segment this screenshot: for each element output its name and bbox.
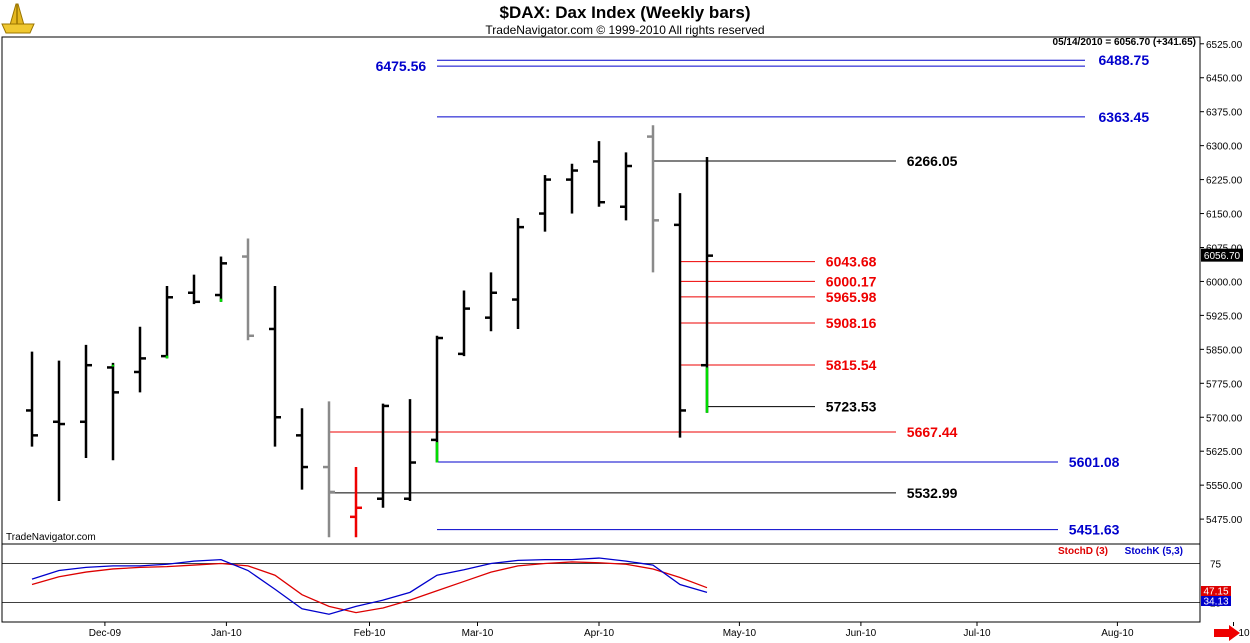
ohlc-bar xyxy=(593,141,605,207)
ohlc-bar xyxy=(377,403,389,508)
x-tick-label: Aug-10 xyxy=(1101,628,1134,639)
stoch-value-tag xyxy=(1201,586,1231,596)
level-label: 5723.53 xyxy=(826,399,877,415)
ohlc-bar xyxy=(566,163,578,214)
chart-title: $DAX: Dax Index (Weekly bars) xyxy=(500,3,751,22)
y-tick-label: 5925.00 xyxy=(1206,311,1243,322)
legend-stochk: StochK (5,3) xyxy=(1125,546,1183,557)
ohlc-bar xyxy=(134,326,146,393)
ohlc-bar xyxy=(620,152,632,221)
level-label: 5532.99 xyxy=(907,485,958,501)
y-tick-label: 5550.00 xyxy=(1206,481,1243,492)
trade-navigator-logo-icon[interactable] xyxy=(1,3,35,34)
ohlc-bar xyxy=(458,290,470,357)
x-tick-label: Feb-10 xyxy=(354,628,386,639)
level-label: 6475.56 xyxy=(376,58,427,74)
ohlc-bar xyxy=(269,285,281,447)
stoch-series-line xyxy=(31,557,708,615)
watermark: TradeNavigator.com xyxy=(6,532,96,543)
stoch-value-text: 34.13 xyxy=(1203,597,1228,608)
level-label: 6000.17 xyxy=(826,273,877,289)
y-tick-label: 6300.00 xyxy=(1206,142,1243,153)
y-tick-label: 5700.00 xyxy=(1206,413,1243,424)
last-quote: 05/14/2010 = 6056.70 (+341.65) xyxy=(1053,37,1196,48)
level-lines: 6488.75 6475.56 6363.45 6266.05 6043.68 6000.… xyxy=(329,52,1150,538)
y-tick-label: 6225.00 xyxy=(1206,176,1243,187)
level-label: 6488.75 xyxy=(1099,52,1150,68)
y-tick-label: 6450.00 xyxy=(1206,74,1243,85)
x-axis-ticks: Dec-09 Jan-10 Feb-10 Mar-10 Apr-10 May-10 Jun-… xyxy=(89,622,1250,639)
ohlc-bar xyxy=(539,175,551,232)
level-label: 5815.54 xyxy=(826,357,877,373)
y-axis-ticks: 6525.00 6450.00 6375.00 6300.00 6225.00 6150.… xyxy=(2,40,1243,610)
main-plot-frame xyxy=(1,36,1201,545)
x-tick-label: Mar-10 xyxy=(462,628,494,639)
price-bars xyxy=(26,125,713,538)
x-tick-label: May-10 xyxy=(723,628,757,639)
ohlc-bar xyxy=(188,274,200,305)
x-tick-label: Apr-10 xyxy=(584,628,614,639)
indicator-plot-frame xyxy=(1,543,1201,623)
ohlc-bar xyxy=(26,351,38,447)
ohlc-bar xyxy=(404,399,416,501)
chart-copyright: TradeNavigator.com © 1999-2010 All right… xyxy=(485,23,764,37)
stoch-series-line xyxy=(31,561,708,614)
stoch-y-tick-label: 75 xyxy=(1210,560,1222,571)
last-price-text: 6056.70 xyxy=(1204,251,1241,262)
y-tick-label: 6525.00 xyxy=(1206,40,1243,51)
y-tick-label: 5775.00 xyxy=(1206,379,1243,390)
last-price-tag: 6056.70 xyxy=(1201,248,1243,262)
y-tick-label: 5475.00 xyxy=(1206,515,1243,526)
level-label: 5451.63 xyxy=(1069,522,1120,538)
y-tick-label: 5850.00 xyxy=(1206,345,1243,356)
y-tick-label: 6150.00 xyxy=(1206,210,1243,221)
x-tick-label: Dec-09 xyxy=(89,628,122,639)
y-tick-label: 5625.00 xyxy=(1206,447,1243,458)
level-label: 6363.45 xyxy=(1099,109,1150,125)
ohlc-bar xyxy=(323,401,335,538)
ohlc-bar xyxy=(161,285,173,359)
ohlc-bar xyxy=(215,256,227,302)
ohlc-bar xyxy=(431,335,443,463)
level-label: 5667.44 xyxy=(907,424,958,440)
ohlc-bar xyxy=(350,467,362,538)
ohlc-bar xyxy=(674,193,686,438)
level-label: 5965.98 xyxy=(826,289,877,305)
level-label: 5601.08 xyxy=(1069,454,1120,470)
level-label: 5908.16 xyxy=(826,315,877,331)
ohlc-bar xyxy=(53,360,65,501)
y-tick-label: 6375.00 xyxy=(1206,108,1243,119)
stoch-value-text: 47.15 xyxy=(1203,587,1228,598)
x-tick-label: Jun-10 xyxy=(846,628,877,639)
ohlc-bar xyxy=(80,344,92,458)
stoch-value-tag xyxy=(1201,596,1231,606)
level-label: 6043.68 xyxy=(826,254,877,270)
x-tick-label: Jul-10 xyxy=(963,628,991,639)
x-tick-label: Jan-10 xyxy=(211,628,242,639)
y-tick-label: 6000.00 xyxy=(1206,277,1243,288)
right-arrow-icon[interactable] xyxy=(1214,625,1240,641)
ohlc-bar xyxy=(485,272,497,332)
ohlc-bar xyxy=(107,362,119,461)
ohlc-bar xyxy=(512,218,524,329)
level-label: 6266.05 xyxy=(907,153,958,169)
ohlc-bar xyxy=(242,238,254,341)
ohlc-bar xyxy=(296,408,308,490)
ohlc-bar xyxy=(647,125,659,273)
legend-stochd: StochD (3) xyxy=(1058,546,1108,557)
